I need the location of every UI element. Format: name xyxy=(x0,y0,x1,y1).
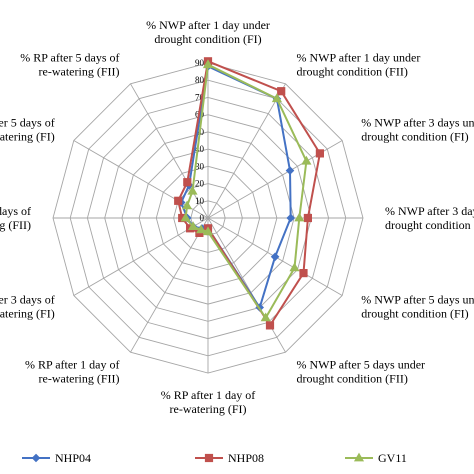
data-point xyxy=(180,212,191,222)
axis-label-line: re-watering (FII) xyxy=(39,371,120,385)
axis-label-line: % RP after 1 day of xyxy=(25,357,120,371)
axis-label-line: re-watering (FII) xyxy=(39,65,120,79)
axis-label-line: drought condition (FII) xyxy=(297,65,408,79)
data-point xyxy=(289,262,300,272)
legend-label: NHP04 xyxy=(55,451,91,465)
data-point xyxy=(202,59,214,69)
legend-item-gv11: GV11 xyxy=(345,451,407,465)
legend: NHP04 NHP08 GV11 xyxy=(22,451,407,465)
axis-label-line: % RP after 5 days of xyxy=(0,116,55,130)
data-point xyxy=(271,93,282,103)
axis-label-line: re-watering (FII) xyxy=(0,218,31,232)
legend-item-nhp08: NHP08 xyxy=(195,451,264,465)
axis-label: % NWP after 1 day under drought condition… xyxy=(146,18,270,46)
data-point xyxy=(182,200,193,210)
data-point xyxy=(286,213,296,223)
axis-label-line: % NWP after 1 day under xyxy=(146,18,270,32)
spoke-line xyxy=(207,217,286,353)
axis-label-line: % NWP after 1 day under xyxy=(297,51,421,65)
series-gv11 xyxy=(180,59,312,322)
spoke-line xyxy=(130,83,209,219)
data-point xyxy=(303,213,312,223)
radial-tick-label: 70 xyxy=(195,92,205,102)
data-point xyxy=(188,221,199,230)
data-point xyxy=(294,212,305,222)
spoke-line xyxy=(207,83,286,219)
legend-label: GV11 xyxy=(378,451,407,465)
legend-label: NHP08 xyxy=(228,451,264,465)
axis-label: % NWP after 1 day under drought condition… xyxy=(297,51,421,79)
legend-item-nhp04: NHP04 xyxy=(22,451,91,465)
spoke-line xyxy=(73,217,209,296)
axis-label-line: % RP after 3 days of xyxy=(0,204,31,218)
data-point xyxy=(285,166,295,175)
radial-tick-label: 40 xyxy=(195,144,205,154)
axis-label-line: % RP after 1 day of xyxy=(161,388,256,402)
axis-label-line: drought condition (FII) xyxy=(385,218,474,232)
radial-tick-label: 20 xyxy=(195,179,205,189)
axis-label-line: re-watering (FI) xyxy=(170,402,247,416)
data-point xyxy=(353,452,365,462)
radial-tick-label: 10 xyxy=(195,196,205,206)
radar-spokes xyxy=(53,63,363,373)
data-point xyxy=(174,196,183,205)
data-point xyxy=(260,312,271,322)
data-point xyxy=(265,321,275,330)
data-point xyxy=(204,453,214,463)
axis-label-line: drought condition (FI) xyxy=(361,130,468,144)
axis-label-line: re-watering (FI) xyxy=(0,130,55,144)
axis-label-line: drought condition (FI) xyxy=(361,307,468,321)
axis-label-line: % NWP after 3 days under xyxy=(385,204,474,218)
radial-tick-label: 0 xyxy=(200,213,205,223)
data-point xyxy=(277,87,286,96)
radial-tick-label: 80 xyxy=(195,75,205,85)
data-point xyxy=(196,224,207,234)
series-group xyxy=(174,57,324,330)
axis-labels: % NWP after 1 day under drought condition… xyxy=(0,18,474,416)
axis-label-line: % NWP after 5 days under xyxy=(361,293,474,307)
data-point xyxy=(183,178,192,187)
radial-tick-label: 30 xyxy=(195,161,205,171)
radial-tick-label: 90 xyxy=(195,58,205,68)
data-point xyxy=(299,269,308,278)
data-point xyxy=(270,252,280,262)
axis-label: % RP after 5 days of re-watering (FII) xyxy=(20,51,119,79)
axis-label: % RP after 1 day of re-watering (FI) xyxy=(161,388,256,416)
data-point xyxy=(301,155,312,165)
spoke-line xyxy=(130,217,209,353)
axis-label-line: re-watering (FI) xyxy=(0,307,55,321)
axis-label-line: % NWP after 3 days under xyxy=(361,116,474,130)
axis-label-line: % RP after 3 days of xyxy=(0,293,55,307)
axis-label-line: % NWP after 5 days under xyxy=(297,357,426,371)
axis-label-line: drought condition (FI) xyxy=(154,32,261,46)
axis-label-line: drought condition (FII) xyxy=(297,371,408,385)
data-point xyxy=(315,149,324,158)
axis-label-line: % RP after 5 days of xyxy=(20,51,119,65)
data-point xyxy=(31,453,41,463)
axis-label: % RP after 1 day of re-watering (FII) xyxy=(25,357,120,385)
data-point xyxy=(187,185,198,195)
